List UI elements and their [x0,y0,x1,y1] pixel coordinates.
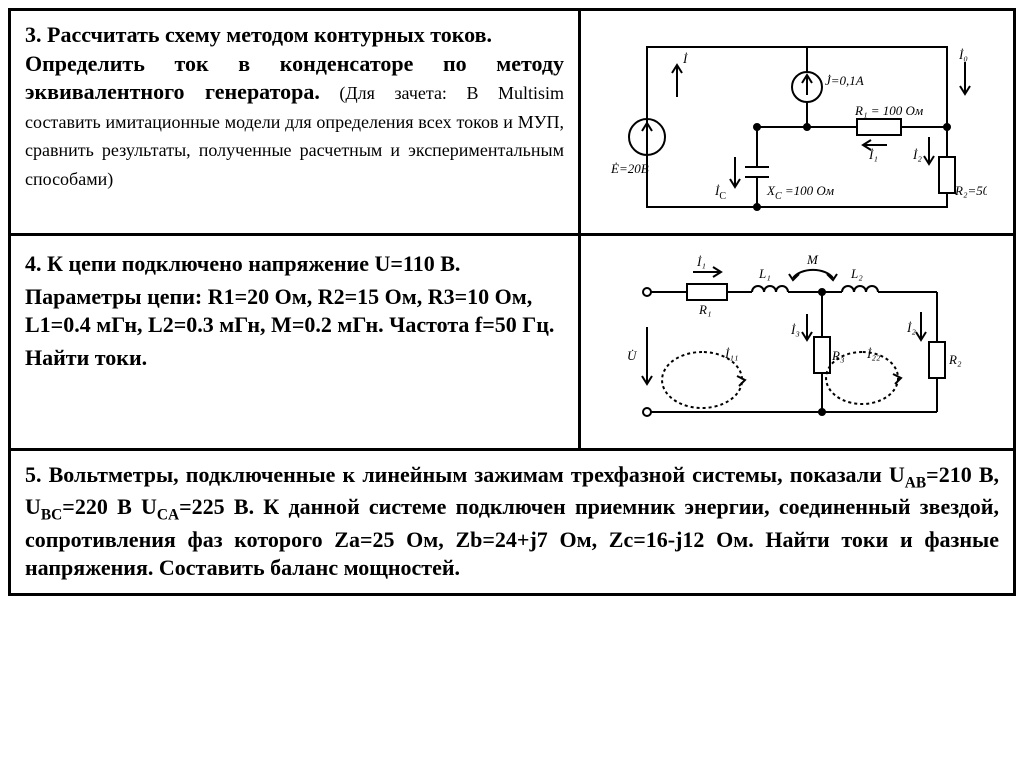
lbl4-R3: R₃ [831,348,844,363]
lbl-I2: İ₂ [912,147,922,162]
lbl4-L2: L₂ [850,266,863,281]
problem-3-text: 3. Рассчитать схему методом контурных то… [11,11,581,233]
lbl4-I22: İ₂₂ [866,346,881,361]
problem-4-text: 4. К цепи подключено напряжение U=110 В.… [11,236,581,448]
lbl4-R1: R₁ [698,302,711,317]
lbl4-I11: İ₁₁ [724,346,738,361]
lbl4-M: M [806,252,819,267]
lbl-R2: R₂=50Ом [954,183,987,198]
lbl-R1: R₁ = 100 Ом [854,103,923,118]
circuit-3-svg: İ İ₀ J̇=0,1А Ė=20В R₁ = 100 Ом İ₁ İ₂ İC … [607,17,987,227]
lbl4-I1: İ₁ [696,254,706,269]
lbl4-I2: İ₂ [906,320,916,335]
lbl-E: Ė=20В [610,161,649,176]
p5-t3: =220 В U [62,494,157,519]
lbl4-R2: R₂ [948,352,962,367]
row-problem-3: 3. Рассчитать схему методом контурных то… [11,11,1013,236]
lbl-Xc: XC =100 Ом [766,183,834,202]
problem-4-diagram: İ₁ L₁ M L₂ R₁ İ₃ İ₂ U̇ İ₁₁ R₃ İ₂₂ R₂ [581,236,1013,448]
lbl4-U: U̇ [627,348,638,363]
p5-t1: 5. Вольтметры, подключенные к линейным з… [25,462,905,487]
p5-s2: BC [41,507,62,524]
p5-s3: CA [157,507,179,524]
p5-s1: AB [905,474,926,491]
problem-5-text: 5. Вольтметры, подключенные к линейным з… [11,451,1013,593]
row-problem-4: 4. К цепи подключено напряжение U=110 В.… [11,236,1013,451]
lbl-I1: İ₁ [868,147,878,162]
problem-3-diagram: İ İ₀ J̇=0,1А Ė=20В R₁ = 100 Ом İ₁ İ₂ İC … [581,11,1013,233]
problems-table: 3. Рассчитать схему методом контурных то… [8,8,1016,596]
lbl4-L1: L₁ [758,266,771,281]
p4-l3: Найти токи. [25,345,147,370]
p4-l1: 4. К цепи подключено напряжение U=110 В. [25,251,460,276]
lbl-I: İ [682,51,688,66]
lbl-I0: İ₀ [958,47,968,62]
row-problem-5: 5. Вольтметры, подключенные к линейным з… [11,451,1013,593]
p3-title: 3. Рассчитать схему методом контурных то… [25,22,492,47]
lbl-Ic: İC [714,183,726,202]
lbl4-I3: İ₃ [790,322,800,337]
lbl-J: J̇=0,1А [825,73,864,88]
circuit-4-svg: İ₁ L₁ M L₂ R₁ İ₃ İ₂ U̇ İ₁₁ R₃ İ₂₂ R₂ [607,242,987,442]
p4-l2: Параметры цепи: R1=20 Ом, R2=15 Ом, R3=1… [25,284,554,338]
